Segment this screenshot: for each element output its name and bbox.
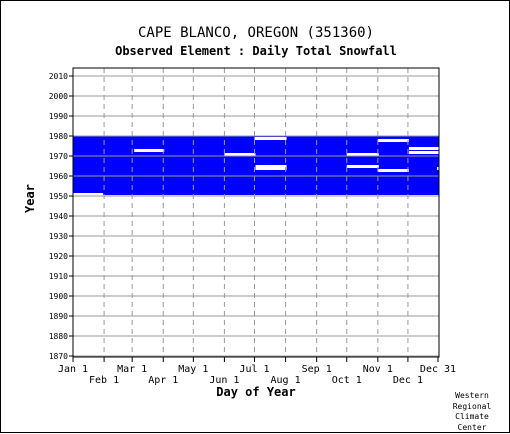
credit-line: Regional bbox=[452, 401, 492, 411]
y-tick-label: 1940 bbox=[49, 212, 68, 221]
y-tick-label: 1990 bbox=[49, 112, 68, 121]
x-tick-label: May 1 bbox=[178, 364, 208, 375]
missing-segment bbox=[377, 139, 409, 142]
missing-segment bbox=[73, 193, 104, 196]
missing-segment bbox=[346, 165, 379, 168]
missing-segment bbox=[134, 149, 165, 152]
x-tick-label: Apr 1 bbox=[148, 375, 178, 386]
y-tick-label: 1970 bbox=[49, 152, 68, 161]
y-tick-label: 1960 bbox=[49, 172, 68, 181]
y-tick-label: 1890 bbox=[49, 312, 68, 321]
chart-title: CAPE BLANCO, OREGON (351360) bbox=[137, 25, 374, 41]
missing-segment bbox=[408, 147, 439, 150]
x-tick-label: Oct 1 bbox=[332, 375, 362, 386]
y-tick-label: 1950 bbox=[49, 192, 68, 201]
missing-segment bbox=[436, 167, 439, 170]
x-tick-label: Aug 1 bbox=[271, 375, 301, 386]
x-tick-label: Feb 1 bbox=[89, 375, 119, 386]
y-tick-label: 1920 bbox=[49, 252, 68, 261]
missing-segment bbox=[255, 167, 287, 170]
chart-subtitle: Observed Element : Daily Total Snowfall bbox=[115, 44, 397, 58]
missing-segment bbox=[346, 153, 379, 156]
y-tick-label: 1880 bbox=[49, 332, 68, 341]
x-tick-label: Dec 1 bbox=[393, 375, 423, 386]
credit-line: Center bbox=[457, 422, 487, 432]
missing-segment bbox=[255, 165, 287, 168]
credit-block: Western Regional Climate Center bbox=[447, 391, 497, 433]
x-tick-label: Mar 1 bbox=[117, 364, 147, 375]
plot-border bbox=[72, 67, 440, 358]
plot-area bbox=[73, 68, 439, 357]
x-tick-label: Jul 1 bbox=[239, 364, 269, 375]
x-tick-label: Sep 1 bbox=[302, 364, 332, 375]
y-tick-label: 2000 bbox=[49, 92, 68, 101]
credit-line: Western bbox=[455, 391, 489, 400]
x-tick-label: Jun 1 bbox=[209, 375, 239, 386]
x-axis-label: Day of Year bbox=[216, 385, 296, 399]
missing-segment bbox=[408, 151, 439, 154]
credit-line: Climate bbox=[455, 412, 489, 421]
y-tick-label: 1910 bbox=[49, 272, 68, 281]
x-tick-label: Nov 1 bbox=[363, 364, 393, 375]
y-tick-label: 1980 bbox=[49, 132, 68, 141]
missing-segment bbox=[254, 137, 287, 140]
y-tick-label: 1900 bbox=[49, 292, 68, 301]
missing-segment bbox=[224, 153, 256, 156]
y-tick-label: 2010 bbox=[49, 72, 68, 81]
x-tick-label: Dec 31 bbox=[420, 364, 456, 375]
y-tick-label: 1930 bbox=[49, 232, 68, 241]
missing-segment bbox=[377, 169, 409, 172]
y-tick-label: 1870 bbox=[49, 352, 68, 361]
x-tick-label: Jan 1 bbox=[58, 364, 88, 375]
